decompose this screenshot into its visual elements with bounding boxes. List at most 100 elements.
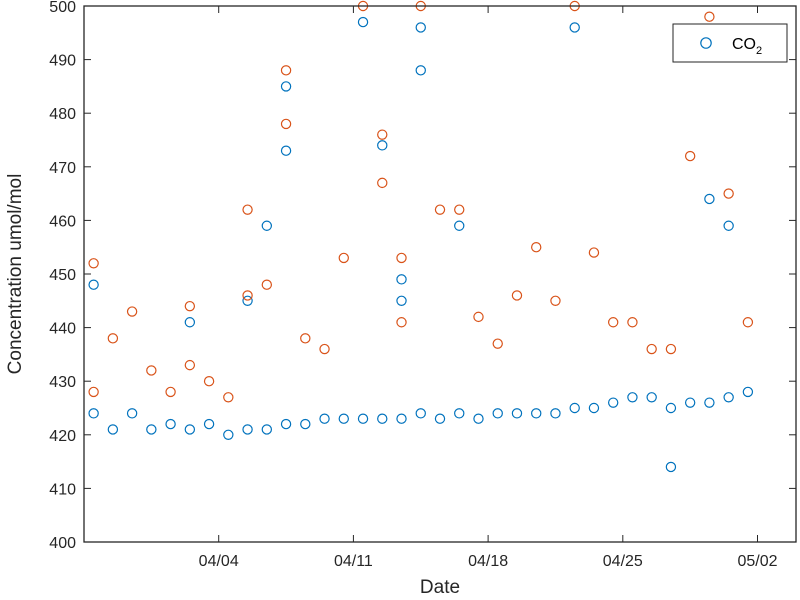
data-point-co2-second	[184, 359, 196, 371]
x-tick-label: 04/11	[334, 553, 373, 570]
y-tick-label: 420	[49, 428, 76, 445]
data-point-co2	[665, 402, 677, 414]
legend-label-main: CO	[732, 36, 756, 53]
data-point-co2	[415, 22, 426, 33]
data-point-co2-second	[280, 118, 292, 130]
data-point-co2	[704, 397, 715, 408]
data-point-co2-second	[531, 241, 542, 253]
y-axis-ticks: 400 410 420 430 440 450 460 470 480 490 500	[49, 0, 796, 552]
data-point-co2	[454, 220, 465, 231]
data-point-co2-second	[126, 306, 138, 317]
y-tick-label: 410	[49, 481, 76, 498]
data-point-co2-second	[300, 333, 311, 344]
data-point-co2-second	[242, 204, 253, 215]
data-point-co2	[723, 220, 734, 231]
y-tick-label: 400	[49, 535, 76, 552]
data-point-co2	[531, 408, 542, 419]
data-point-co2	[242, 295, 253, 306]
data-point-co2	[377, 413, 388, 424]
x-axis-label: Date	[420, 577, 460, 598]
data-point-co2	[396, 413, 407, 424]
x-tick-label: 05/02	[737, 553, 777, 570]
data-point-co2-second	[550, 295, 561, 306]
y-tick-label: 470	[49, 160, 76, 177]
data-point-co2	[280, 81, 292, 92]
x-tick-label: 04/18	[468, 553, 508, 570]
data-point-co2	[627, 392, 638, 403]
series-co2-points	[88, 16, 754, 473]
data-point-co2	[511, 408, 523, 419]
data-point-co2-second	[434, 204, 446, 215]
data-point-co2-second	[646, 343, 657, 355]
data-point-co2-second	[396, 252, 407, 264]
data-point-co2	[665, 461, 677, 473]
data-point-co2	[203, 418, 215, 430]
data-point-co2-second	[261, 279, 273, 290]
y-tick-label: 490	[49, 53, 76, 70]
data-point-co2	[396, 274, 407, 285]
y-axis-label: Concentration umol/mol	[5, 174, 26, 375]
data-point-co2	[184, 424, 196, 435]
data-point-co2	[184, 317, 196, 328]
data-point-co2-second	[454, 204, 465, 215]
data-point-co2-second	[627, 317, 638, 328]
data-point-co2	[684, 397, 696, 408]
data-point-co2-second	[338, 252, 349, 264]
y-tick-label: 440	[49, 321, 76, 338]
data-point-co2	[723, 392, 734, 403]
data-point-co2	[261, 220, 273, 231]
data-point-co2	[223, 429, 234, 440]
data-point-co2	[415, 408, 426, 419]
data-point-co2-second	[607, 317, 619, 328]
legend-box	[672, 23, 788, 63]
data-point-co2	[415, 65, 426, 76]
data-point-co2	[357, 413, 369, 424]
data-point-co2	[550, 408, 561, 419]
data-point-co2-second	[377, 177, 388, 189]
data-point-co2	[473, 413, 484, 424]
data-point-co2-second	[742, 317, 754, 328]
legend-marker-icon	[700, 37, 712, 49]
y-tick-label: 430	[49, 374, 76, 391]
data-point-co2-second	[146, 365, 157, 376]
y-tick-label: 500	[49, 0, 76, 16]
data-point-co2	[742, 386, 754, 398]
y-tick-label: 460	[49, 213, 76, 230]
legend: CO2	[672, 23, 788, 63]
data-point-co2-second	[684, 150, 696, 162]
data-point-co2-second	[88, 258, 99, 269]
x-axis-ticks: 04/04 04/11 04/18 04/25 05/02	[199, 6, 778, 570]
y-tick-label: 450	[49, 267, 76, 284]
data-point-co2-second	[165, 386, 176, 398]
data-point-co2	[126, 408, 138, 419]
data-point-co2	[107, 424, 119, 435]
data-point-co2	[434, 413, 446, 424]
data-point-co2	[146, 424, 157, 435]
data-point-co2-second	[319, 343, 330, 355]
data-point-co2-second	[280, 65, 292, 76]
data-point-co2-second	[704, 11, 715, 22]
legend-label-subscript: 2	[756, 45, 762, 57]
data-point-co2	[569, 22, 580, 33]
data-point-co2	[646, 392, 657, 403]
data-point-co2	[280, 418, 292, 430]
x-tick-label: 04/04	[199, 553, 239, 570]
data-point-co2-second	[511, 290, 523, 301]
data-point-co2	[280, 145, 292, 156]
data-point-co2-second	[203, 376, 215, 387]
data-point-co2	[492, 408, 503, 419]
x-tick-label: 04/25	[603, 553, 643, 570]
data-point-co2-second	[184, 300, 196, 312]
data-point-co2	[338, 413, 349, 424]
data-point-co2-second	[492, 338, 503, 349]
data-point-co2-second	[377, 129, 388, 140]
data-point-co2	[377, 140, 388, 151]
data-point-co2-second	[242, 290, 253, 301]
data-point-co2	[88, 279, 99, 290]
data-point-co2-second	[396, 317, 407, 328]
data-point-co2	[357, 16, 369, 28]
data-point-co2	[454, 408, 465, 419]
data-point-co2	[261, 424, 273, 435]
